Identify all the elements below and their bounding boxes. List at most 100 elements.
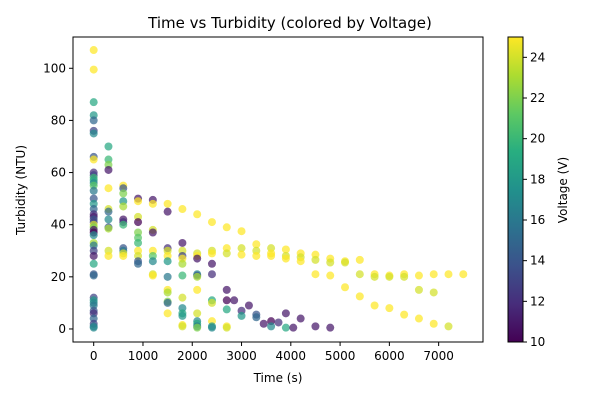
y-tick-label: 80 (51, 113, 66, 127)
scatter-point (148, 199, 157, 208)
scatter-point (296, 314, 305, 323)
scatter-point (355, 270, 364, 279)
y-axis: 0 20 40 60 80 100 (43, 61, 73, 336)
scatter-point (237, 311, 246, 320)
scatter-point (311, 322, 320, 331)
scatter-point (163, 257, 172, 266)
scatter-point (178, 271, 187, 280)
scatter-point (237, 244, 246, 253)
scatter-point (193, 254, 202, 263)
scatter-point (326, 258, 335, 267)
scatter-point (459, 270, 468, 279)
scatter-point (134, 218, 143, 227)
colorbar-tick-label: 20 (530, 132, 545, 146)
scatter-point (429, 288, 438, 297)
scatter-point (178, 205, 187, 214)
scatter-point (311, 255, 320, 264)
scatter-point (193, 272, 202, 281)
scatter-point (134, 197, 143, 206)
scatter-point (148, 228, 157, 237)
scatter-point (104, 207, 113, 216)
scatter-point (134, 238, 143, 247)
colorbar (507, 36, 524, 343)
scatter-point (89, 65, 98, 74)
scatter-point (237, 250, 246, 259)
scatter-point (89, 271, 98, 280)
colorbar-axis: 10 12 14 16 18 20 22 24 (523, 50, 545, 349)
scatter-point (341, 283, 350, 292)
scatter-point (230, 296, 239, 305)
scatter-point (355, 255, 364, 264)
scatter-point (207, 218, 216, 227)
scatter-point (178, 238, 187, 247)
y-tick-label: 100 (43, 61, 66, 75)
scatter-point (252, 251, 261, 260)
scatter-point (163, 288, 172, 297)
y-tick-label: 20 (51, 270, 66, 284)
colorbar-tick-label: 16 (530, 213, 545, 227)
scatter-point (429, 319, 438, 328)
scatter-point (274, 318, 283, 327)
scatter-point (414, 271, 423, 280)
scatter-point (89, 98, 98, 107)
scatter-point (385, 272, 394, 281)
scatter-point (444, 322, 453, 331)
scatter-point (104, 184, 113, 193)
scatter-point (163, 309, 172, 318)
x-tick-label: 5000 (325, 349, 356, 363)
x-tick-label: 6000 (374, 349, 405, 363)
y-tick-label: 0 (58, 322, 66, 336)
scatter-point (89, 186, 98, 195)
scatter-point (237, 227, 246, 236)
colorbar-tick-label: 18 (530, 172, 545, 186)
scatter-point (222, 223, 231, 232)
scatter-point (89, 231, 98, 240)
scatter-point (104, 224, 113, 233)
points-layer (89, 46, 468, 332)
colorbar-tick-label: 12 (530, 294, 545, 308)
scatter-point (163, 298, 172, 307)
scatter-point (244, 301, 253, 310)
scatter-point (89, 251, 98, 260)
scatter-point (89, 259, 98, 268)
scatter-point (370, 272, 379, 281)
scatter-point (444, 270, 453, 279)
scatter-point (89, 323, 98, 332)
scatter-point (148, 271, 157, 280)
scatter-point (281, 309, 290, 318)
scatter-point (193, 309, 202, 318)
scatter-point (104, 251, 113, 260)
colorbar-label: Voltage (V) (556, 157, 570, 223)
scatter-point (222, 285, 231, 294)
scatter-point (311, 270, 320, 279)
scatter-point (207, 270, 216, 279)
scatter-point (178, 322, 187, 331)
scatter-point (400, 272, 409, 281)
scatter-point (163, 207, 172, 216)
x-axis-label: Time (s) (253, 371, 303, 385)
colorbar-tick-label: 10 (530, 335, 545, 349)
scatter-point (326, 271, 335, 280)
scatter-point (89, 116, 98, 125)
scatter-point (281, 254, 290, 263)
scatter-point (119, 189, 128, 198)
scatter-point (89, 155, 98, 164)
scatter-point (119, 220, 128, 229)
y-tick-label: 60 (51, 166, 66, 180)
scatter-point (385, 304, 394, 313)
scatter-point (134, 259, 143, 268)
scatter-point (267, 251, 276, 260)
scatter-point (89, 129, 98, 138)
scatter-point (222, 249, 231, 258)
scatter-point (259, 319, 268, 328)
scatter-point (252, 240, 261, 249)
scatter-point (178, 293, 187, 302)
scatter-point (289, 323, 298, 332)
x-axis: 0 1000 2000 3000 4000 5000 6000 7000 (90, 342, 454, 363)
colorbar-tick-label: 24 (530, 50, 545, 64)
plot-frame (72, 36, 484, 343)
scatter-point (178, 259, 187, 268)
colorbar-tick-label: 14 (530, 254, 545, 268)
scatter-point (104, 142, 113, 151)
